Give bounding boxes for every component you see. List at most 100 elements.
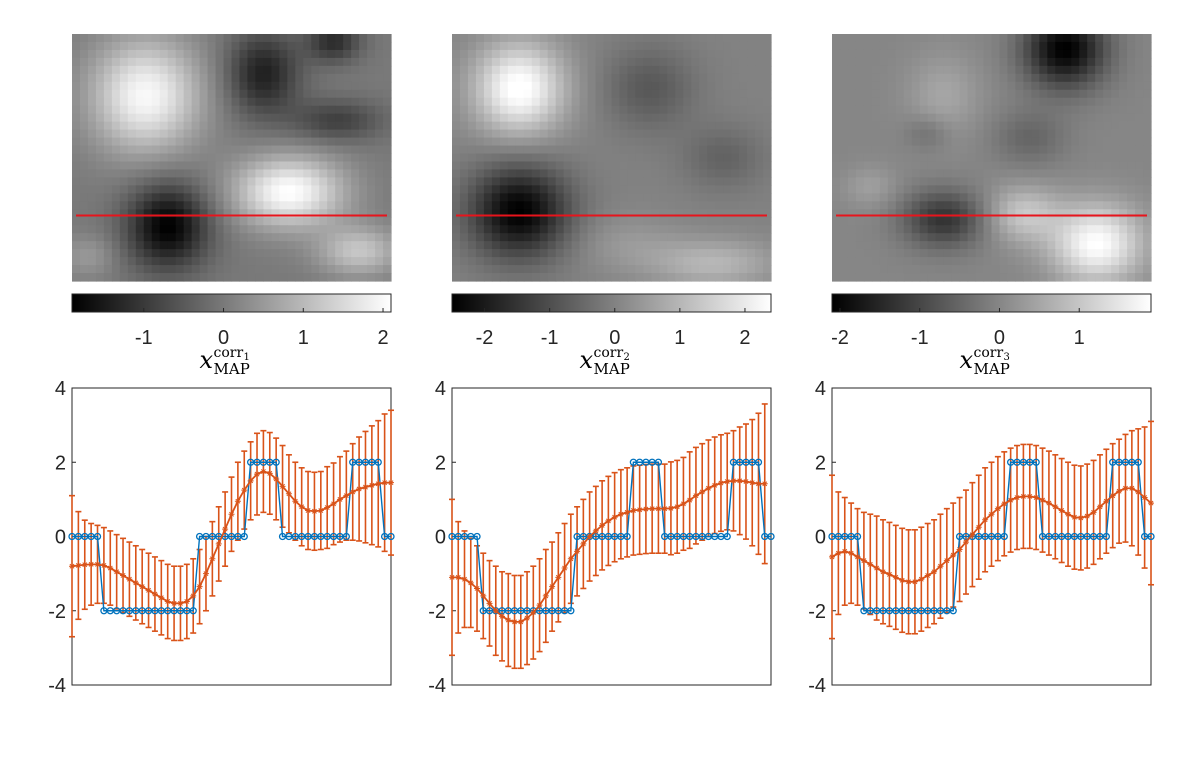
heatmap-cell xyxy=(555,217,565,226)
heatmap-cell xyxy=(547,41,557,51)
heatmap-cell xyxy=(643,57,652,67)
heatmap-cell xyxy=(635,137,644,147)
heatmap-cell xyxy=(215,233,225,242)
heatmap-cell xyxy=(1071,97,1080,107)
heatmap-cell xyxy=(863,257,873,266)
heatmap-cell xyxy=(967,241,977,250)
heatmap-cell xyxy=(103,241,113,250)
heatmap-cell xyxy=(871,169,881,179)
heatmap-cell xyxy=(855,121,865,131)
heatmap-cell xyxy=(1039,249,1048,258)
heatmap-cell xyxy=(452,81,461,91)
true-series-line xyxy=(832,461,1151,612)
heatmap-cell xyxy=(303,89,312,99)
heatmap-cell xyxy=(919,185,929,194)
heatmap-cell xyxy=(335,145,344,155)
heatmap-cell xyxy=(903,273,913,282)
heatmap-cell xyxy=(287,145,296,155)
estimate-series-point xyxy=(969,531,976,538)
heatmap-cell xyxy=(507,233,517,242)
heatmap-cell xyxy=(879,273,889,282)
heatmap-cell xyxy=(587,241,597,250)
heatmap-cell xyxy=(763,49,772,59)
heatmap-cell xyxy=(683,57,692,67)
heatmap-cell xyxy=(335,177,344,186)
heatmap-cell xyxy=(239,177,249,186)
heatmap-cell xyxy=(903,89,913,99)
heatmap-cell xyxy=(199,233,209,242)
heatmap-cell xyxy=(271,57,280,67)
heatmap-cell xyxy=(343,257,352,266)
heatmap-cell xyxy=(603,97,613,107)
heatmap-cell xyxy=(555,89,565,99)
heatmap-cell xyxy=(643,137,652,147)
heatmap-cell xyxy=(983,81,993,91)
heatmap-cell xyxy=(523,57,533,67)
heatmap-cell xyxy=(699,121,708,131)
heatmap-cell xyxy=(611,57,621,67)
heatmap-cell xyxy=(627,57,637,67)
heatmap-cell xyxy=(483,233,493,242)
heatmap-cell xyxy=(507,57,517,67)
heatmap-cell xyxy=(991,193,1001,202)
heatmap-cell xyxy=(832,241,841,250)
estimate-series-point xyxy=(705,485,712,492)
heatmap-cell xyxy=(659,273,668,282)
heatmap-cell xyxy=(651,209,660,218)
heatmap-cell xyxy=(1087,201,1096,210)
heatmap-cell xyxy=(311,105,320,115)
heatmap-cell xyxy=(343,73,352,83)
heatmap-cell xyxy=(739,129,748,139)
heatmap-cell xyxy=(1103,225,1112,234)
estimate-series-point xyxy=(873,565,880,572)
heatmap-cell xyxy=(263,34,272,43)
heatmap-cell xyxy=(1087,113,1096,123)
heatmap-cell xyxy=(143,153,153,163)
heatmap-cell xyxy=(311,65,320,75)
estimate-series-point xyxy=(1103,498,1110,505)
heatmap-cell xyxy=(303,217,312,226)
heatmap-cell xyxy=(763,129,772,139)
heatmap-cell xyxy=(467,34,477,43)
heatmap-cell xyxy=(1143,177,1152,186)
heatmap-cell xyxy=(555,249,565,258)
heatmap-cell xyxy=(847,217,857,226)
heatmap-cell xyxy=(295,113,304,123)
heatmap-cell xyxy=(539,49,549,59)
heatmap-cell xyxy=(507,241,517,250)
heatmap-cell xyxy=(119,113,129,123)
heatmap-cell xyxy=(871,34,881,43)
heatmap-cell xyxy=(327,169,336,179)
heatmap-cell xyxy=(183,129,193,139)
heatmap-cell xyxy=(699,97,708,107)
heatmap-cell xyxy=(452,145,461,155)
heatmap-cell xyxy=(863,89,873,99)
heatmap-cell xyxy=(143,257,153,266)
heatmap-cell xyxy=(927,145,937,155)
heatmap-cell xyxy=(919,105,929,115)
heatmap-cell xyxy=(515,145,525,155)
heatmap-cell xyxy=(1047,177,1056,186)
colorbar-tick-label: 1 xyxy=(674,327,685,349)
heatmap-cell xyxy=(383,241,392,250)
heatmap-cell xyxy=(183,161,193,171)
heatmap-cell xyxy=(475,201,485,210)
heatmap-cell xyxy=(539,193,549,202)
heatmap-cell xyxy=(327,273,336,282)
heatmap-cell xyxy=(991,137,1001,147)
estimate-series-point xyxy=(241,487,248,494)
heatmap-cell xyxy=(1047,34,1056,43)
heatmap-cell xyxy=(555,161,565,171)
heatmap-cell xyxy=(263,121,272,131)
heatmap-cell xyxy=(1135,169,1144,179)
heatmap-cell xyxy=(119,185,129,194)
heatmap-cell xyxy=(319,145,328,155)
heatmap-cell xyxy=(1103,241,1112,250)
heatmap-cell xyxy=(279,265,288,274)
heatmap-cell xyxy=(143,217,153,226)
heatmap-cell xyxy=(1047,217,1056,226)
heatmap-cell xyxy=(879,241,889,250)
heatmap-cell xyxy=(739,193,748,202)
estimate-series-point xyxy=(467,579,474,586)
heatmap-cell xyxy=(635,89,644,99)
